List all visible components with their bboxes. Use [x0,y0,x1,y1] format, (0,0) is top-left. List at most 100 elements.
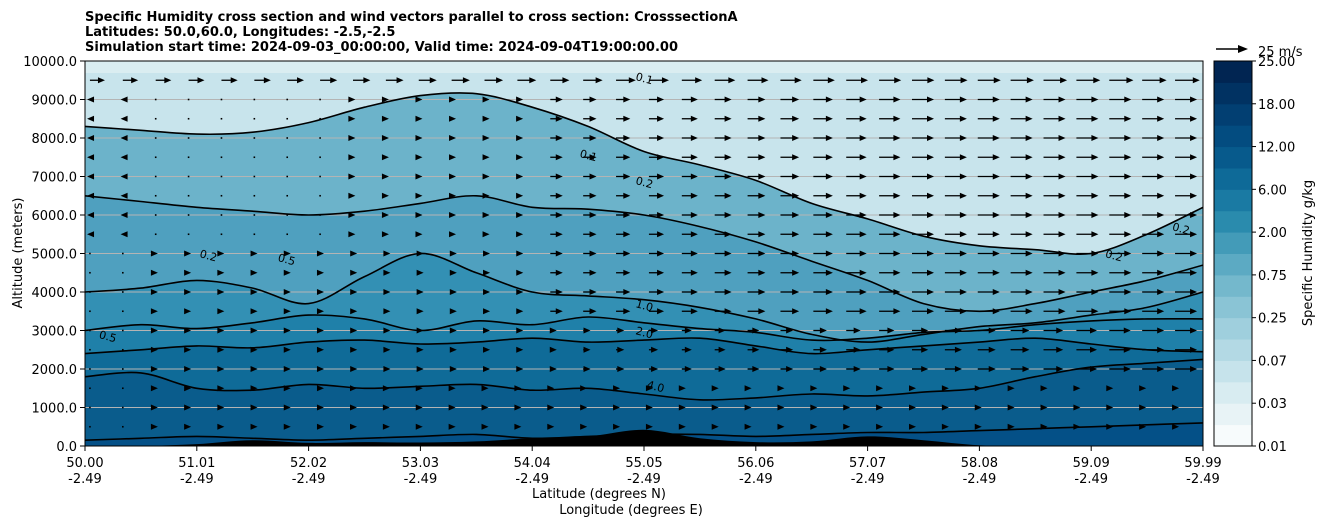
wind-vector-head [941,404,949,411]
wind-vector [220,98,223,101]
wind-vector-head [992,96,1000,103]
wind-vector-head [1007,385,1015,392]
wind-vector-head [516,212,524,218]
wind-vector-head [758,192,766,199]
wind-vector-head [1124,192,1132,199]
wind-vector-head [926,289,934,295]
colorbar-swatch [1214,339,1252,361]
wind-vector-head [777,423,785,430]
wind-vector-head [992,269,1000,276]
x-tick-label-lon: -2.49 [404,472,438,487]
wind-vector-head [383,250,391,257]
wind-vector-head [894,77,902,84]
wind-vector-head [1190,231,1198,238]
colorbar-tick-label: 0.75 [1258,269,1287,284]
wind-vector [319,156,321,159]
wind-vector-head [1106,385,1114,392]
wind-vector-head [316,327,324,334]
wind-vector-head [1157,192,1165,199]
wind-vector-head [555,269,563,276]
wind-vector-head [580,423,588,430]
wind-vector-head [555,212,563,218]
wind-vector-head [562,77,570,84]
wind-vector-head [381,192,389,199]
wind-vector-head [926,269,934,276]
quiver-key: 25 m/s [1216,45,1303,60]
wind-vector-head [926,231,934,238]
wind-vector-head [1073,423,1081,430]
wind-vector-head [87,154,95,161]
chart-title-line-3: Simulation start time: 2024-09-03_00:00:… [85,40,678,55]
wind-vector-head [1058,115,1066,122]
wind-vector-head [283,385,291,392]
wind-vector-head [1091,231,1099,238]
x-tick-label-lon: -2.49 [851,472,885,487]
wind-vector-head [974,385,982,392]
wind-vector-head [350,269,358,276]
y-axis-label: Altitude (meters) [11,198,26,309]
wind-vector-head [959,212,967,218]
wind-vector-head [1091,308,1099,315]
terrain [85,429,1203,446]
wind-vector-head [283,346,291,353]
wind-vector-head [893,154,901,161]
wind-vector-head [589,250,597,257]
wind-vector-head [744,423,752,430]
wind-vector-head [853,346,861,353]
wind-vector-head [926,192,934,199]
wind-vector [253,214,256,216]
colorbar-swatch [1214,232,1252,254]
wind-vector-head [974,404,982,411]
wind-vector-head [415,192,423,199]
wind-vector-head [623,135,631,141]
wind-vector-head [690,115,698,122]
wind-vector-head [416,308,424,315]
wind-vector-head [250,250,258,257]
wind-vector-head [1190,115,1198,122]
wind-vector-head [617,346,625,353]
wind-vector-head [549,366,557,372]
wind-vector [122,425,124,428]
wind-vector [89,329,91,332]
wind-vector-head [724,115,732,122]
x-tick-label-lat: 59.99 [1184,456,1221,471]
wind-vector-head [1190,327,1198,334]
wind-vector-head [859,192,867,199]
wind-vector-head [690,231,698,238]
wind-vector-head [758,289,766,295]
wind-vector-head [657,212,665,218]
wind-vector-head [711,385,719,392]
x-tick-label-lon: -2.49 [1074,472,1108,487]
colorbar: 0.01 0.03 0.07 0.25 0.75 2.00 6.00 12.00 18.00 25… [1214,55,1295,455]
wind-vector-head [589,115,597,122]
wind-vector-head [1139,385,1147,392]
wind-vector-head [1157,212,1165,218]
colorbar-label: Specific Humidity g/kg [1301,180,1316,326]
wind-vector-head [825,115,833,122]
wind-vector-head [613,404,621,411]
wind-vector-head [1157,135,1165,141]
wind-vector-head [150,385,158,392]
wind-vector-head [382,423,390,430]
wind-vector-head [724,308,732,315]
wind-vector-head [1172,404,1180,411]
wind-vector-head [690,154,698,161]
wind-vector-head [348,96,356,103]
wind-vector-head [381,154,389,161]
wind-vector-head [555,289,563,295]
colorbar-tick-label: 18.00 [1258,98,1295,113]
wind-vector-head [657,96,665,103]
wind-vector-head [645,423,653,430]
wind-vector-head [718,366,726,372]
wind-vector-head [1157,289,1165,295]
wind-vector-head [516,96,524,103]
wind-vector-head [921,346,929,353]
x-tick-label-lat: 50.00 [66,456,103,471]
wind-vector-head [1139,404,1147,411]
y-tick-label: 8000.0 [32,132,78,147]
wind-vector-head [87,192,95,199]
wind-vector-head [131,77,139,84]
wind-vector [220,117,223,120]
colorbar-swatch [1214,125,1252,148]
wind-vector-head [316,289,324,295]
